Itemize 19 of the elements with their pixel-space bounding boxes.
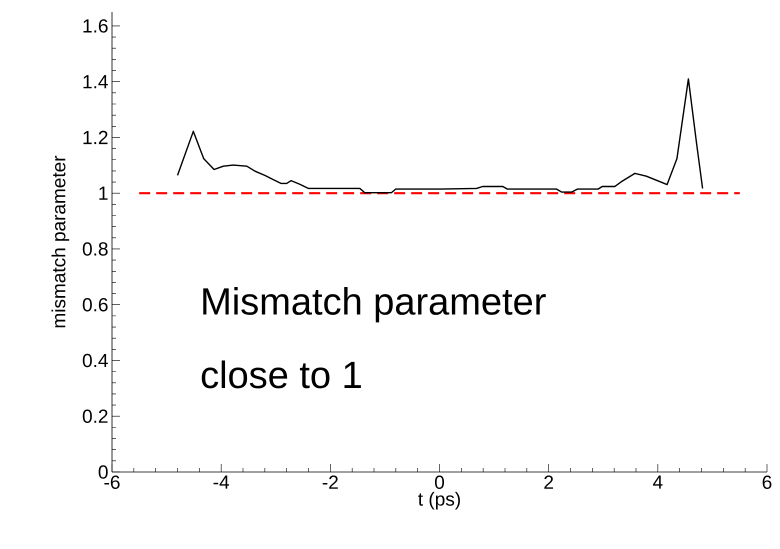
x-axis-title: t (ps): [418, 492, 460, 510]
x-tick-label: 4: [652, 476, 663, 489]
line-series: [176, 78, 704, 194]
x-tick-label: -2: [322, 476, 338, 489]
x-tick-label: 6: [762, 476, 772, 489]
annotation: close to 1: [202, 360, 361, 388]
y-tick-label: 1.6: [84, 19, 108, 33]
y-axis-title: mismatch parameter: [51, 156, 70, 328]
annotation: Mismatch parameter: [203, 287, 546, 322]
x-tick-label: 2: [544, 476, 553, 489]
x-tick-label: -4: [214, 476, 230, 489]
y-tick-label: 1.2: [84, 130, 108, 144]
y-tick-label: 0.6: [82, 298, 108, 312]
y-tick-label: 1: [99, 186, 108, 200]
x-tick-label: 0: [434, 476, 444, 489]
y-tick-label: 0.2: [82, 410, 108, 423]
y-tick-label: 0.8: [82, 242, 108, 256]
y-tick-label: 1.4: [84, 75, 108, 88]
y-tick-label: 0.4: [82, 354, 108, 368]
